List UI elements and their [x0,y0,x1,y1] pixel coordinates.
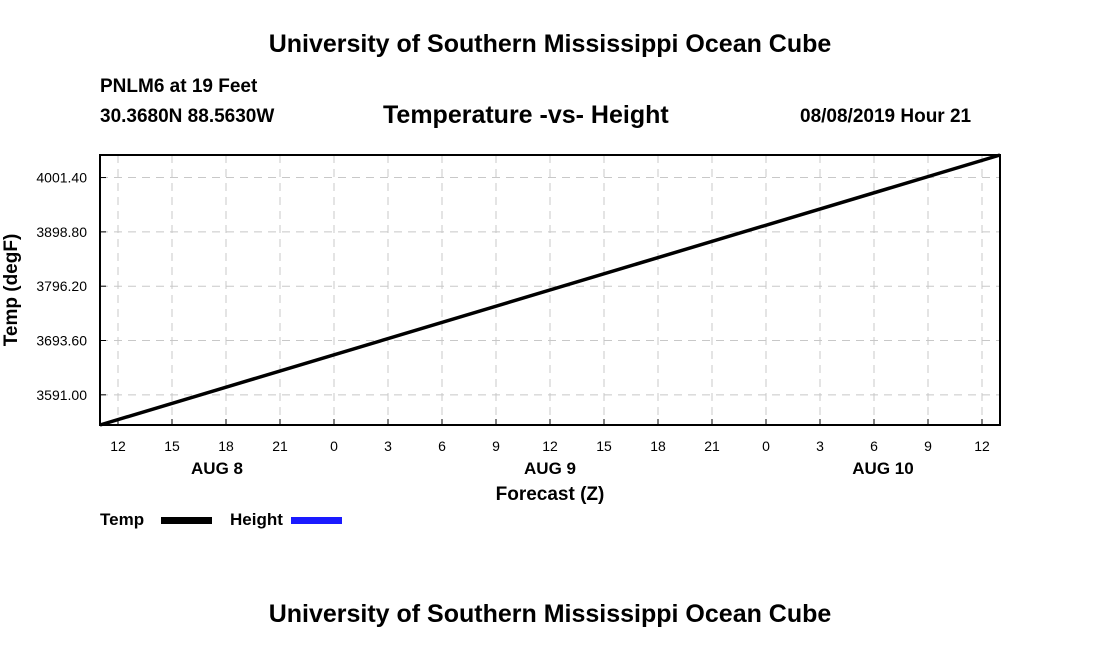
x-tick-label: 18 [650,438,666,454]
x-axis-label: Forecast (Z) [496,484,605,505]
x-tick-label: 3 [816,438,824,454]
x-tick-label: 0 [762,438,770,454]
legend-temp-swatch [161,517,212,524]
chart-title-top: University of Southern Mississippi Ocean… [268,30,832,58]
x-tick-label: 6 [870,438,878,454]
x-tick-label: 12 [110,438,126,454]
y-tick-label: 3693.60 [36,333,87,349]
x-tick-label: 21 [272,438,288,454]
day-label: AUG 8 [191,459,243,478]
x-tick-label: 9 [492,438,500,454]
coordinates-label: 30.3680N 88.5630W [100,106,275,127]
forecast-datetime: 08/08/2019 Hour 21 [800,106,972,127]
series-line-temp [99,153,1001,427]
x-tick-label: 15 [596,438,612,454]
x-axis: 12 15 18 21 0 3 6 9 12 15 18 21 0 3 6 9 12 [110,419,990,454]
legend-height-label: Height [230,510,283,529]
y-tick-label: 4001.40 [36,170,87,186]
x-tick-label: 21 [704,438,720,454]
x-tick-label: 12 [974,438,990,454]
day-label: AUG 10 [852,459,913,478]
legend-height-swatch [291,517,342,524]
x-tick-label: 15 [164,438,180,454]
day-labels: AUG 8 AUG 9 AUG 10 [191,459,914,478]
x-tick-label: 3 [384,438,392,454]
chart-subtitle: Temperature -vs- Height [383,101,669,129]
legend-temp-label: Temp [100,510,145,529]
y-axis-label: Temp (degF) [1,234,22,347]
x-tick-label: 18 [218,438,234,454]
series-group [99,153,1001,427]
y-tick-label: 3898.80 [36,224,87,240]
x-tick-label: 12 [542,438,558,454]
day-label: AUG 9 [524,459,576,478]
x-tick-label: 0 [330,438,338,454]
x-tick-label: 9 [924,438,932,454]
y-tick-label: 3591.00 [36,387,87,403]
grid-lines [100,155,1000,425]
chart-title-bottom: University of Southern Mississippi Ocean… [268,600,832,628]
y-tick-label: 3796.20 [36,278,87,294]
station-label: PNLM6 at 19 Feet [100,76,258,97]
x-tick-label: 6 [438,438,446,454]
y-axis: 3591.00 3693.60 3796.20 3898.80 4001.40 [36,170,106,403]
